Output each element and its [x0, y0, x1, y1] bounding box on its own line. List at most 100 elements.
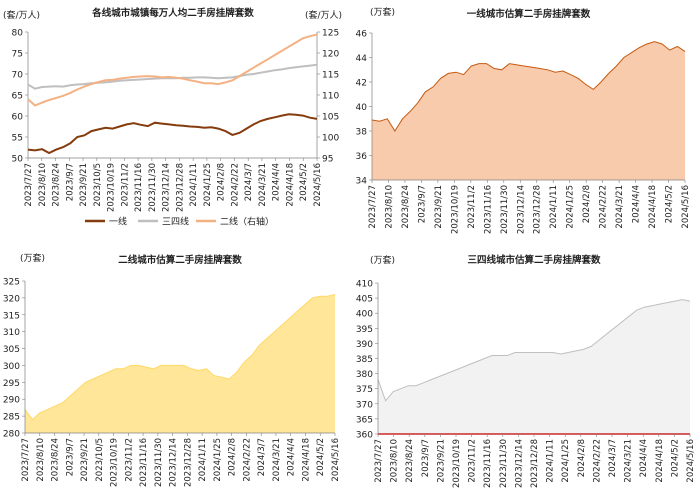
c4-x-tick-label: 2024/5/2 [670, 439, 680, 477]
c4-x-tick-label: 2024/5/16 [686, 439, 696, 483]
c1-y-tick-label-left: 80 [12, 29, 24, 39]
c3-x-tick-label: 2023/11/2 [124, 438, 134, 482]
c1-y-tick-label-left: 75 [12, 50, 23, 60]
chart-per-capita: (套/万人) (套/万人) 各线城市城镇每万人均二手房挂牌套数 50 55 60 65 70 7… [3, 7, 342, 228]
c4-area-fill [378, 299, 690, 434]
c4-x-tick-label: 2024/4/4 [639, 439, 649, 477]
c4-y-tick-label: 395 [356, 325, 373, 335]
c1-title: 各线城市城镇每万人均二手房挂牌套数 [91, 7, 254, 19]
c4-y-tick-label: 385 [356, 355, 373, 365]
chart-panel-tier1: (万套) 一线城市估算二手房挂牌套数 34 36 38 40 42 44 46 2023/7/27… [350, 0, 700, 245]
c2-x-tick-label: 2023/8/24 [401, 185, 411, 229]
c3-x-tick-label: 2024/4/18 [301, 438, 311, 482]
c3-x-tick-label: 2023/7/27 [21, 438, 31, 482]
c1-x-tick-label: 2023/11/30 [148, 163, 158, 212]
c1-x-tick-label: 2023/11/16 [134, 163, 144, 212]
c1-legend-label-0: 一线 [109, 216, 127, 228]
c1-x-tick-label: 2024/2/8 [217, 163, 227, 201]
c1-y-tick-label-right: 110 [322, 92, 339, 102]
c4-x-tick-label: 2024/1/11 [546, 439, 556, 483]
chart-tier1: (万套) 一线城市估算二手房挂牌套数 34 36 38 40 42 44 46 2023/7/27… [356, 6, 691, 234]
c1-y-tick-label-right: 125 [322, 29, 339, 39]
c4-x-tick-label: 2023/9/7 [421, 439, 431, 477]
c2-x-tick-label: 2023/9/21 [434, 185, 444, 229]
c2-y-tick-label: 38 [356, 128, 368, 138]
c3-x-tick-label: 2024/1/11 [198, 438, 208, 482]
c3-x-tick-label: 2023/8/10 [36, 438, 46, 482]
c1-unit-left: (套/万人) [3, 9, 40, 21]
c3-y-tick-label: 320 [3, 294, 20, 304]
c4-y-tick-label: 405 [356, 295, 373, 305]
c3-y-tick-label: 280 [3, 430, 20, 440]
c3-y-tick-label: 290 [3, 396, 20, 406]
c4-y-tick-label: 410 [356, 280, 373, 290]
c1-series-line-2 [27, 33, 318, 107]
c3-y-tick-label: 300 [3, 362, 20, 372]
c4-x-tick-label: 2023/12/28 [530, 439, 540, 488]
c3-y-tick-label: 325 [3, 278, 20, 288]
c4-x-tick-label: 2023/11/16 [483, 439, 493, 488]
c2-unit-label: (万套) [370, 6, 395, 18]
c1-y-tick-label-right: 115 [322, 71, 339, 81]
c1-x-tick-label: 2023/7/27 [24, 163, 34, 207]
c3-x-tick-label: 2024/5/16 [331, 438, 341, 482]
c3-x-tick-label: 2024/2/22 [242, 438, 252, 482]
c2-y-tick-label: 40 [356, 103, 368, 113]
chart-panel-tier2: (万套) 二线城市估算二手房挂牌套数 280 285 290 295 300 305 310 31… [0, 245, 350, 490]
c1-y-tick-label-right: 105 [322, 113, 339, 123]
c4-y-tick-label: 360 [356, 431, 373, 441]
c2-x-tick-label: 2023/12/28 [533, 185, 543, 234]
c3-x-tick-label: 2023/10/19 [110, 438, 120, 487]
chart-panel-tier34: (万套) 三四线城市估算二手房挂牌套数 360 365 370 375 380 385 390 3… [350, 245, 700, 490]
c2-x-tick-label: 2024/1/25 [566, 185, 576, 229]
c1-x-tick-label: 2024/3/21 [258, 163, 268, 207]
c2-title: 一线城市估算二手房挂牌套数 [467, 8, 591, 20]
c3-unit-label: (万套) [20, 252, 45, 264]
c2-x-tick-label: 2023/12/14 [516, 185, 526, 234]
c3-x-tick-label: 2023/9/7 [65, 438, 75, 476]
c3-x-tick-label: 2024/3/21 [272, 438, 282, 482]
c3-area-fill [25, 294, 335, 433]
c1-y-tick-label-left: 50 [12, 155, 24, 165]
c1-y-tick-label-left: 70 [12, 71, 24, 81]
c2-y-tick-label: 42 [356, 79, 367, 89]
c1-x-tick-label: 2024/1/25 [203, 163, 213, 207]
c2-x-tick-label: 2023/11/2 [467, 185, 477, 229]
c1-x-tick-label: 2024/2/22 [230, 163, 240, 207]
c4-unit-label: (万套) [370, 254, 395, 266]
c2-x-tick-label: 2023/11/16 [483, 185, 493, 234]
c4-x-tick-label: 2024/2/22 [592, 439, 602, 483]
c3-x-tick-label: 2023/10/5 [95, 438, 105, 482]
c4-x-tick-label: 2023/8/10 [390, 439, 400, 483]
c1-y-tick-label-left: 65 [12, 92, 23, 102]
c3-x-tick-label: 2024/1/25 [213, 438, 223, 482]
chart-panel-per-capita: (套/万人) (套/万人) 各线城市城镇每万人均二手房挂牌套数 50 55 60 65 70 7… [0, 0, 350, 245]
c3-x-tick-label: 2024/5/2 [316, 438, 326, 476]
c4-x-tick-label: 2023/11/2 [468, 439, 478, 483]
c3-x-tick-label: 2024/3/7 [257, 438, 267, 476]
c1-x-tick-label: 2023/11/2 [120, 163, 130, 207]
c3-y-tick-label: 305 [3, 345, 20, 355]
c2-x-tick-label: 2024/1/11 [549, 185, 559, 229]
c2-y-tick-label: 44 [356, 54, 368, 64]
chart-tier2: (万套) 二线城市估算二手房挂牌套数 280 285 290 295 300 305 310 31… [3, 252, 341, 487]
c4-y-tick-label: 370 [356, 400, 373, 410]
c1-x-tick-label: 2023/9/21 [79, 163, 89, 207]
c2-x-tick-label: 2023/7/27 [368, 185, 378, 229]
c3-x-tick-label: 2023/9/21 [80, 438, 90, 482]
c2-y-tick-label: 34 [356, 177, 368, 187]
c3-y-tick-label: 315 [3, 311, 20, 321]
c4-series-line [377, 299, 691, 402]
c1-x-tick-label: 2023/8/24 [52, 163, 62, 207]
c1-x-tick-label: 2023/9/7 [65, 163, 75, 201]
chart-tier34: (万套) 三四线城市估算二手房挂牌套数 360 365 370 375 380 385 390 3… [356, 254, 696, 488]
c1-y-tick-label-right: 95 [322, 155, 333, 165]
c4-x-tick-label: 2023/12/14 [514, 439, 524, 488]
c1-series-line-0 [27, 113, 318, 155]
c2-x-tick-label: 2024/2/8 [582, 185, 592, 223]
c1-x-tick-label: 2023/12/14 [162, 163, 172, 212]
c1-legend-label-1: 三四线 [162, 216, 189, 228]
c3-x-tick-label: 2023/11/30 [154, 438, 164, 487]
c2-x-tick-label: 2024/4/4 [632, 185, 642, 223]
c3-x-tick-label: 2024/4/4 [287, 438, 297, 476]
